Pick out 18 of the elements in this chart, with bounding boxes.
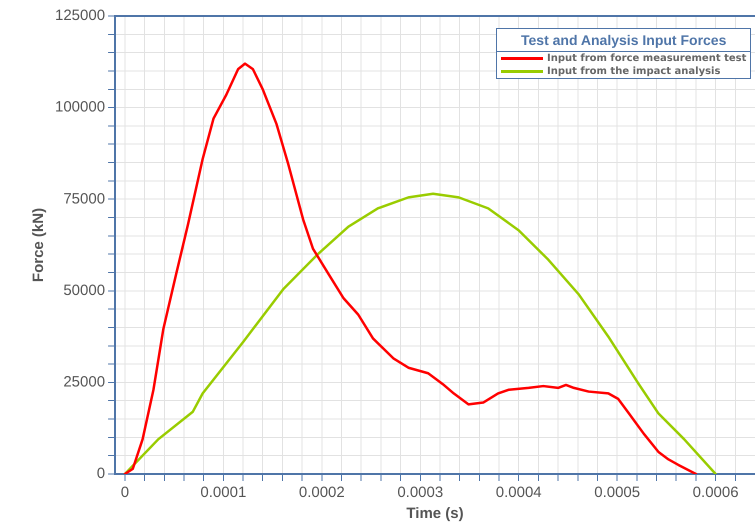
legend-label: Input from force measurement test [547, 53, 746, 64]
x-tick-label: 0.0006 [692, 484, 739, 502]
x-tick-label: 0.0002 [298, 484, 345, 502]
y-tick-label: 100000 [54, 98, 106, 116]
x-tick-label: 0 [120, 484, 130, 502]
x-tick-label: 0.0005 [594, 484, 640, 502]
x-tick-label: 0.0003 [397, 484, 444, 502]
y-tick-label: 0 [96, 465, 106, 482]
legend-label: Input from the impact analysis [547, 66, 720, 77]
y-axis-title: Force (kN) [30, 208, 48, 282]
legend-title: Test and Analysis Input Forces [497, 29, 750, 52]
y-tick-label: 25000 [63, 374, 106, 391]
x-tick-label: 0.0004 [496, 484, 542, 502]
x-tick-label: 0.0001 [200, 484, 246, 502]
y-tick-label: 125000 [54, 7, 106, 24]
y-tick-label: 75000 [63, 190, 106, 208]
y-tick-label: 50000 [63, 282, 106, 299]
x-axis-title: Time (s) [406, 505, 464, 522]
